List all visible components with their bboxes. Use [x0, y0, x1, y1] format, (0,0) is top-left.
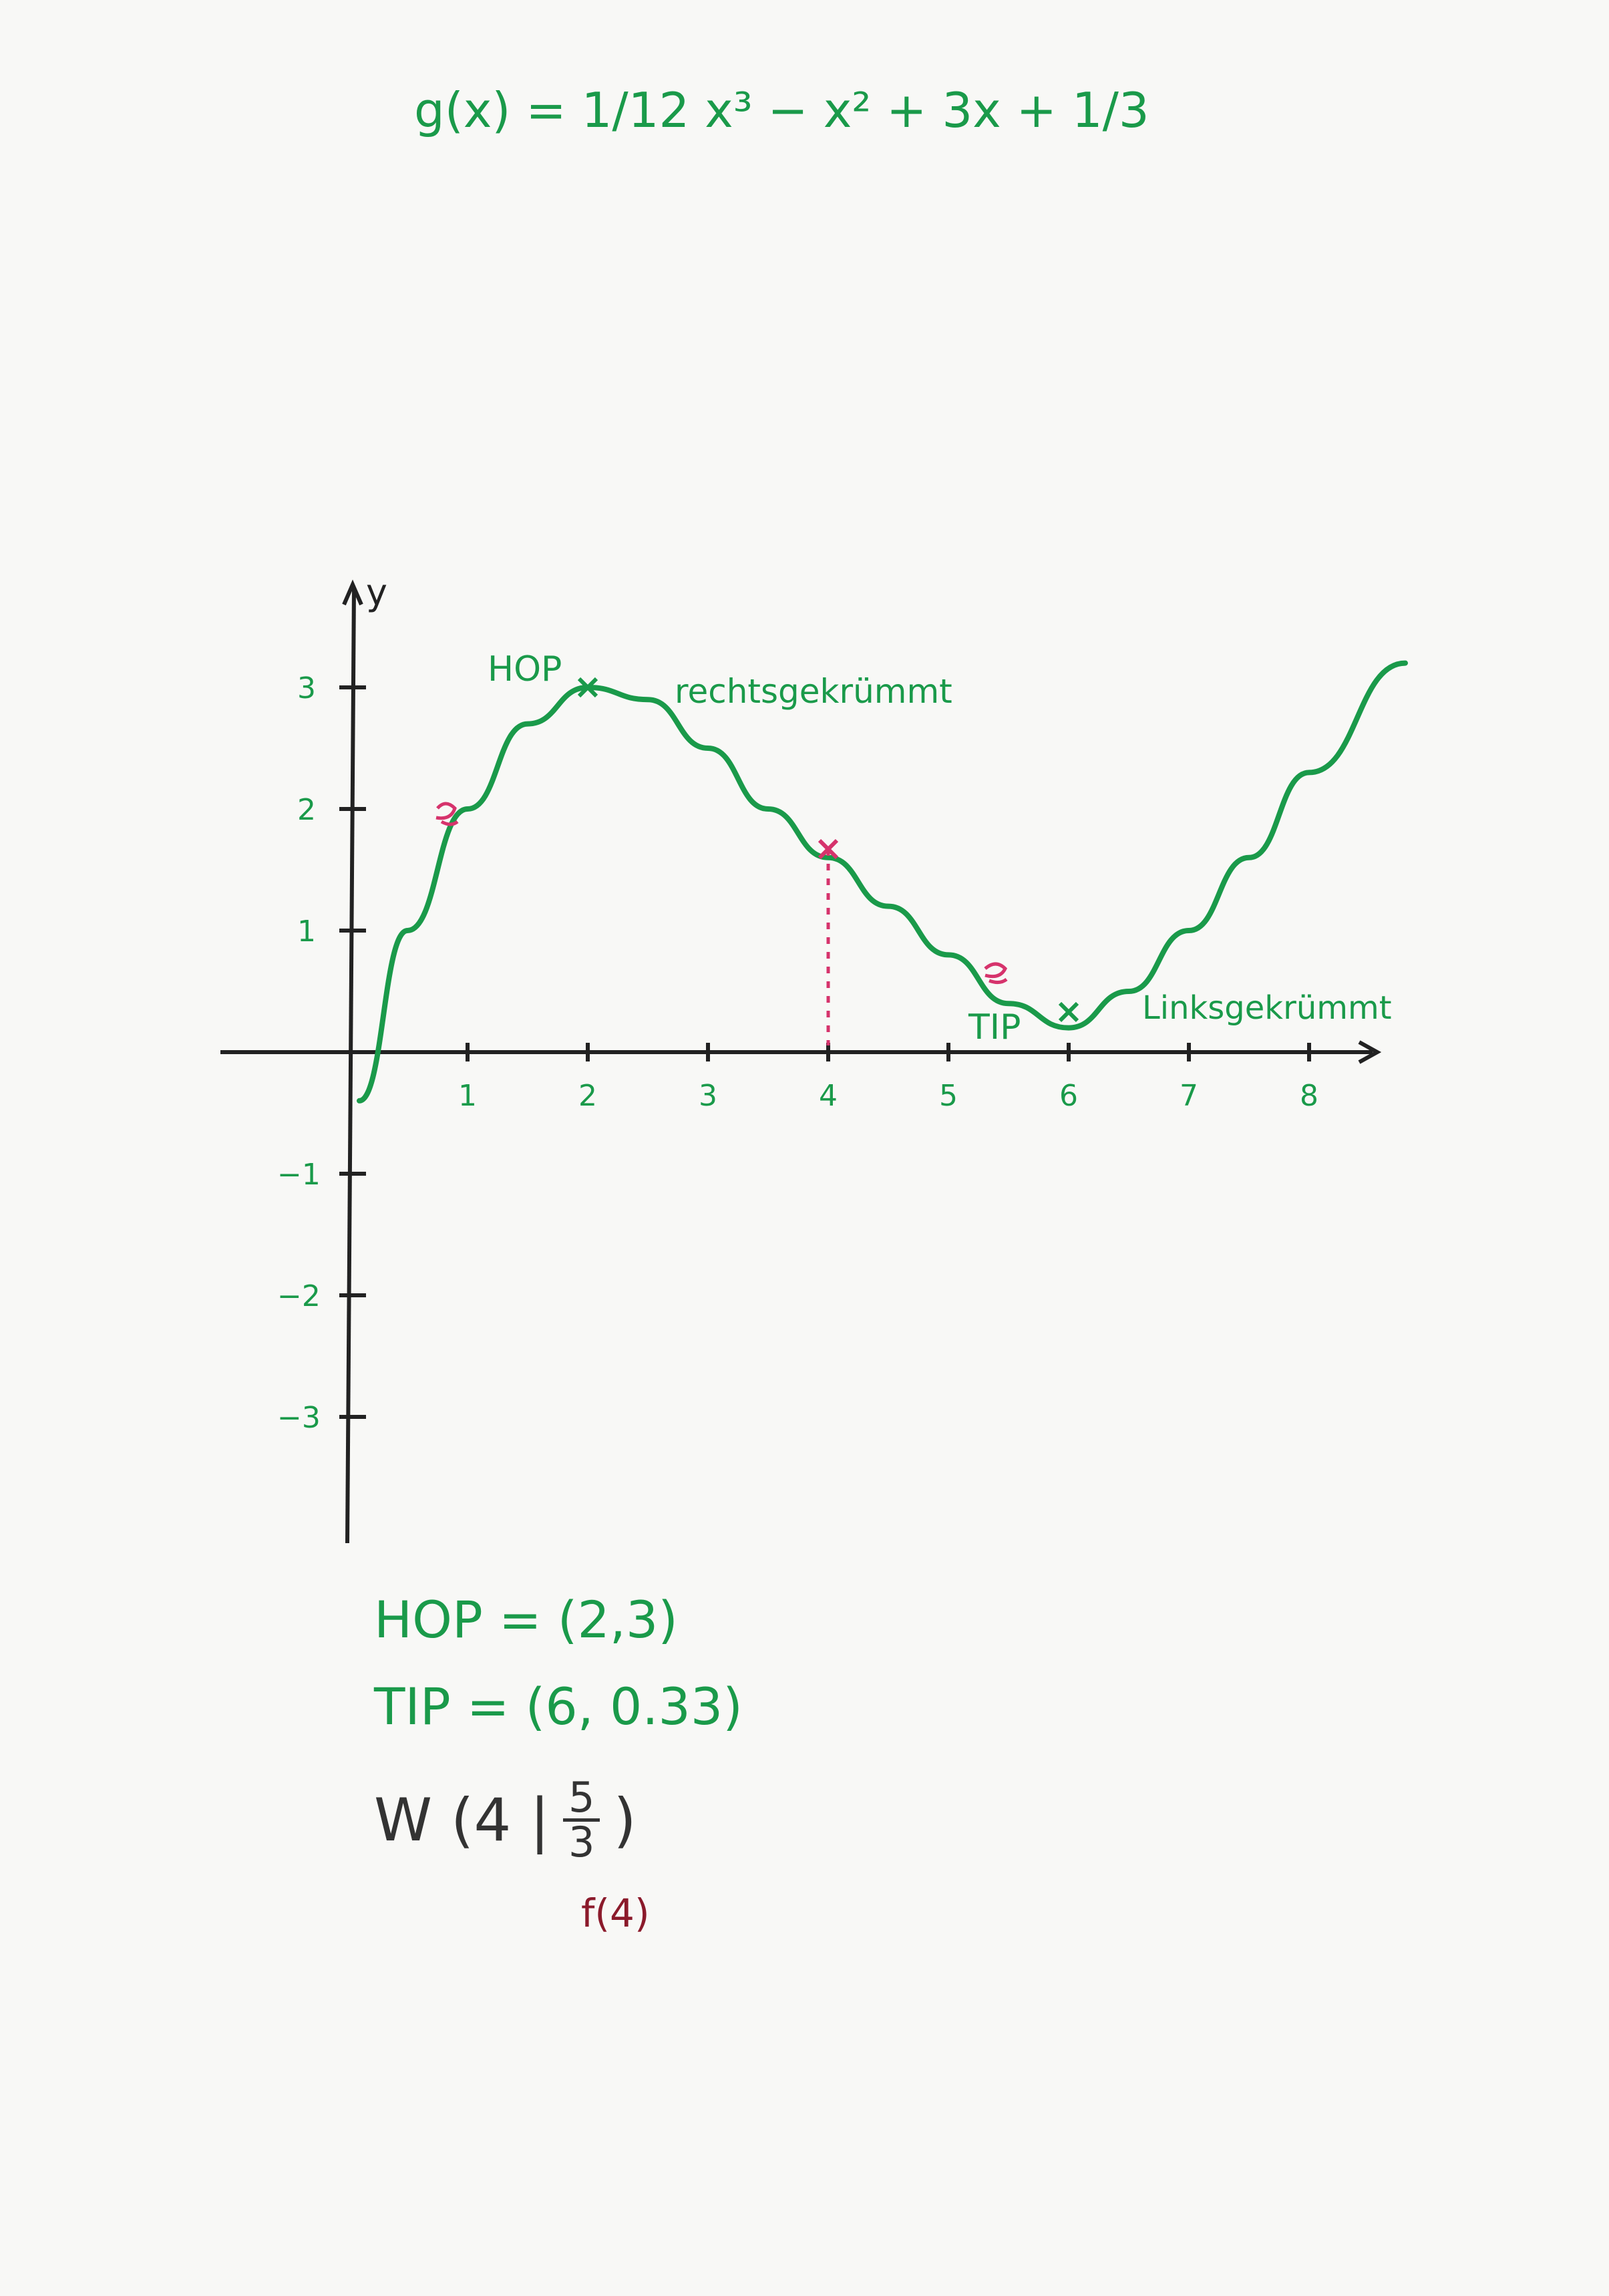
y-axis	[345, 587, 356, 1544]
function-label: g(x) = 1/12 x³ − x² + 3x + 1/3	[414, 82, 1149, 138]
y-tick-label: −2	[277, 1279, 321, 1313]
point-marker	[577, 677, 598, 698]
point-marker	[1058, 1001, 1079, 1023]
hop-result: HOP = (2,3)	[374, 1590, 678, 1649]
x-tick-label: 5	[939, 1079, 958, 1113]
x-axis-arrow	[1358, 1040, 1382, 1064]
fraction-denominator: 3	[568, 1818, 595, 1866]
tip-result: TIP = (6, 0.33)	[374, 1677, 743, 1736]
inflection-prefix: W (4 |	[374, 1786, 550, 1854]
inflection-point: W (4 | 5 3 )	[374, 1777, 637, 1863]
curvature-mark	[984, 962, 1008, 985]
x-tick-label: 8	[1300, 1079, 1318, 1113]
function-curve	[357, 660, 1408, 1104]
y-tick-label: −1	[277, 1158, 321, 1192]
point-label: TIP	[968, 1007, 1021, 1047]
curvature-mark	[435, 802, 459, 826]
y-axis-arrow	[342, 579, 363, 606]
y-tick-label: −3	[277, 1401, 321, 1435]
fraction-numerator: 5	[562, 1777, 600, 1822]
inflection-fraction: 5 3	[562, 1777, 600, 1866]
x-tick-label: 3	[699, 1079, 717, 1113]
x-tick-label: 7	[1180, 1079, 1198, 1113]
annotation-convex: Linksgekrümmt	[1142, 989, 1392, 1027]
x-tick-label: 4	[819, 1079, 838, 1113]
f-note: f(4)	[581, 1891, 650, 1936]
y-tick-label: 3	[297, 671, 316, 705]
y-tick-label: 1	[297, 915, 316, 949]
plot-area: y 1 2 3 4 5 6 7 8 −3 −2 −1 1 2 3 HOP TIP rechtsgekrümmt Li…	[220, 571, 1408, 1544]
inflection-suffix: )	[613, 1786, 637, 1854]
annotation-concave: rechtsgekrümmt	[675, 672, 952, 711]
y-tick-label: 2	[297, 793, 316, 827]
y-axis-label: y	[366, 571, 387, 613]
point-label: HOP	[488, 649, 562, 689]
x-tick-label: 2	[578, 1079, 597, 1113]
x-tick-label: 6	[1059, 1079, 1078, 1113]
x-tick-label: 1	[458, 1079, 477, 1113]
